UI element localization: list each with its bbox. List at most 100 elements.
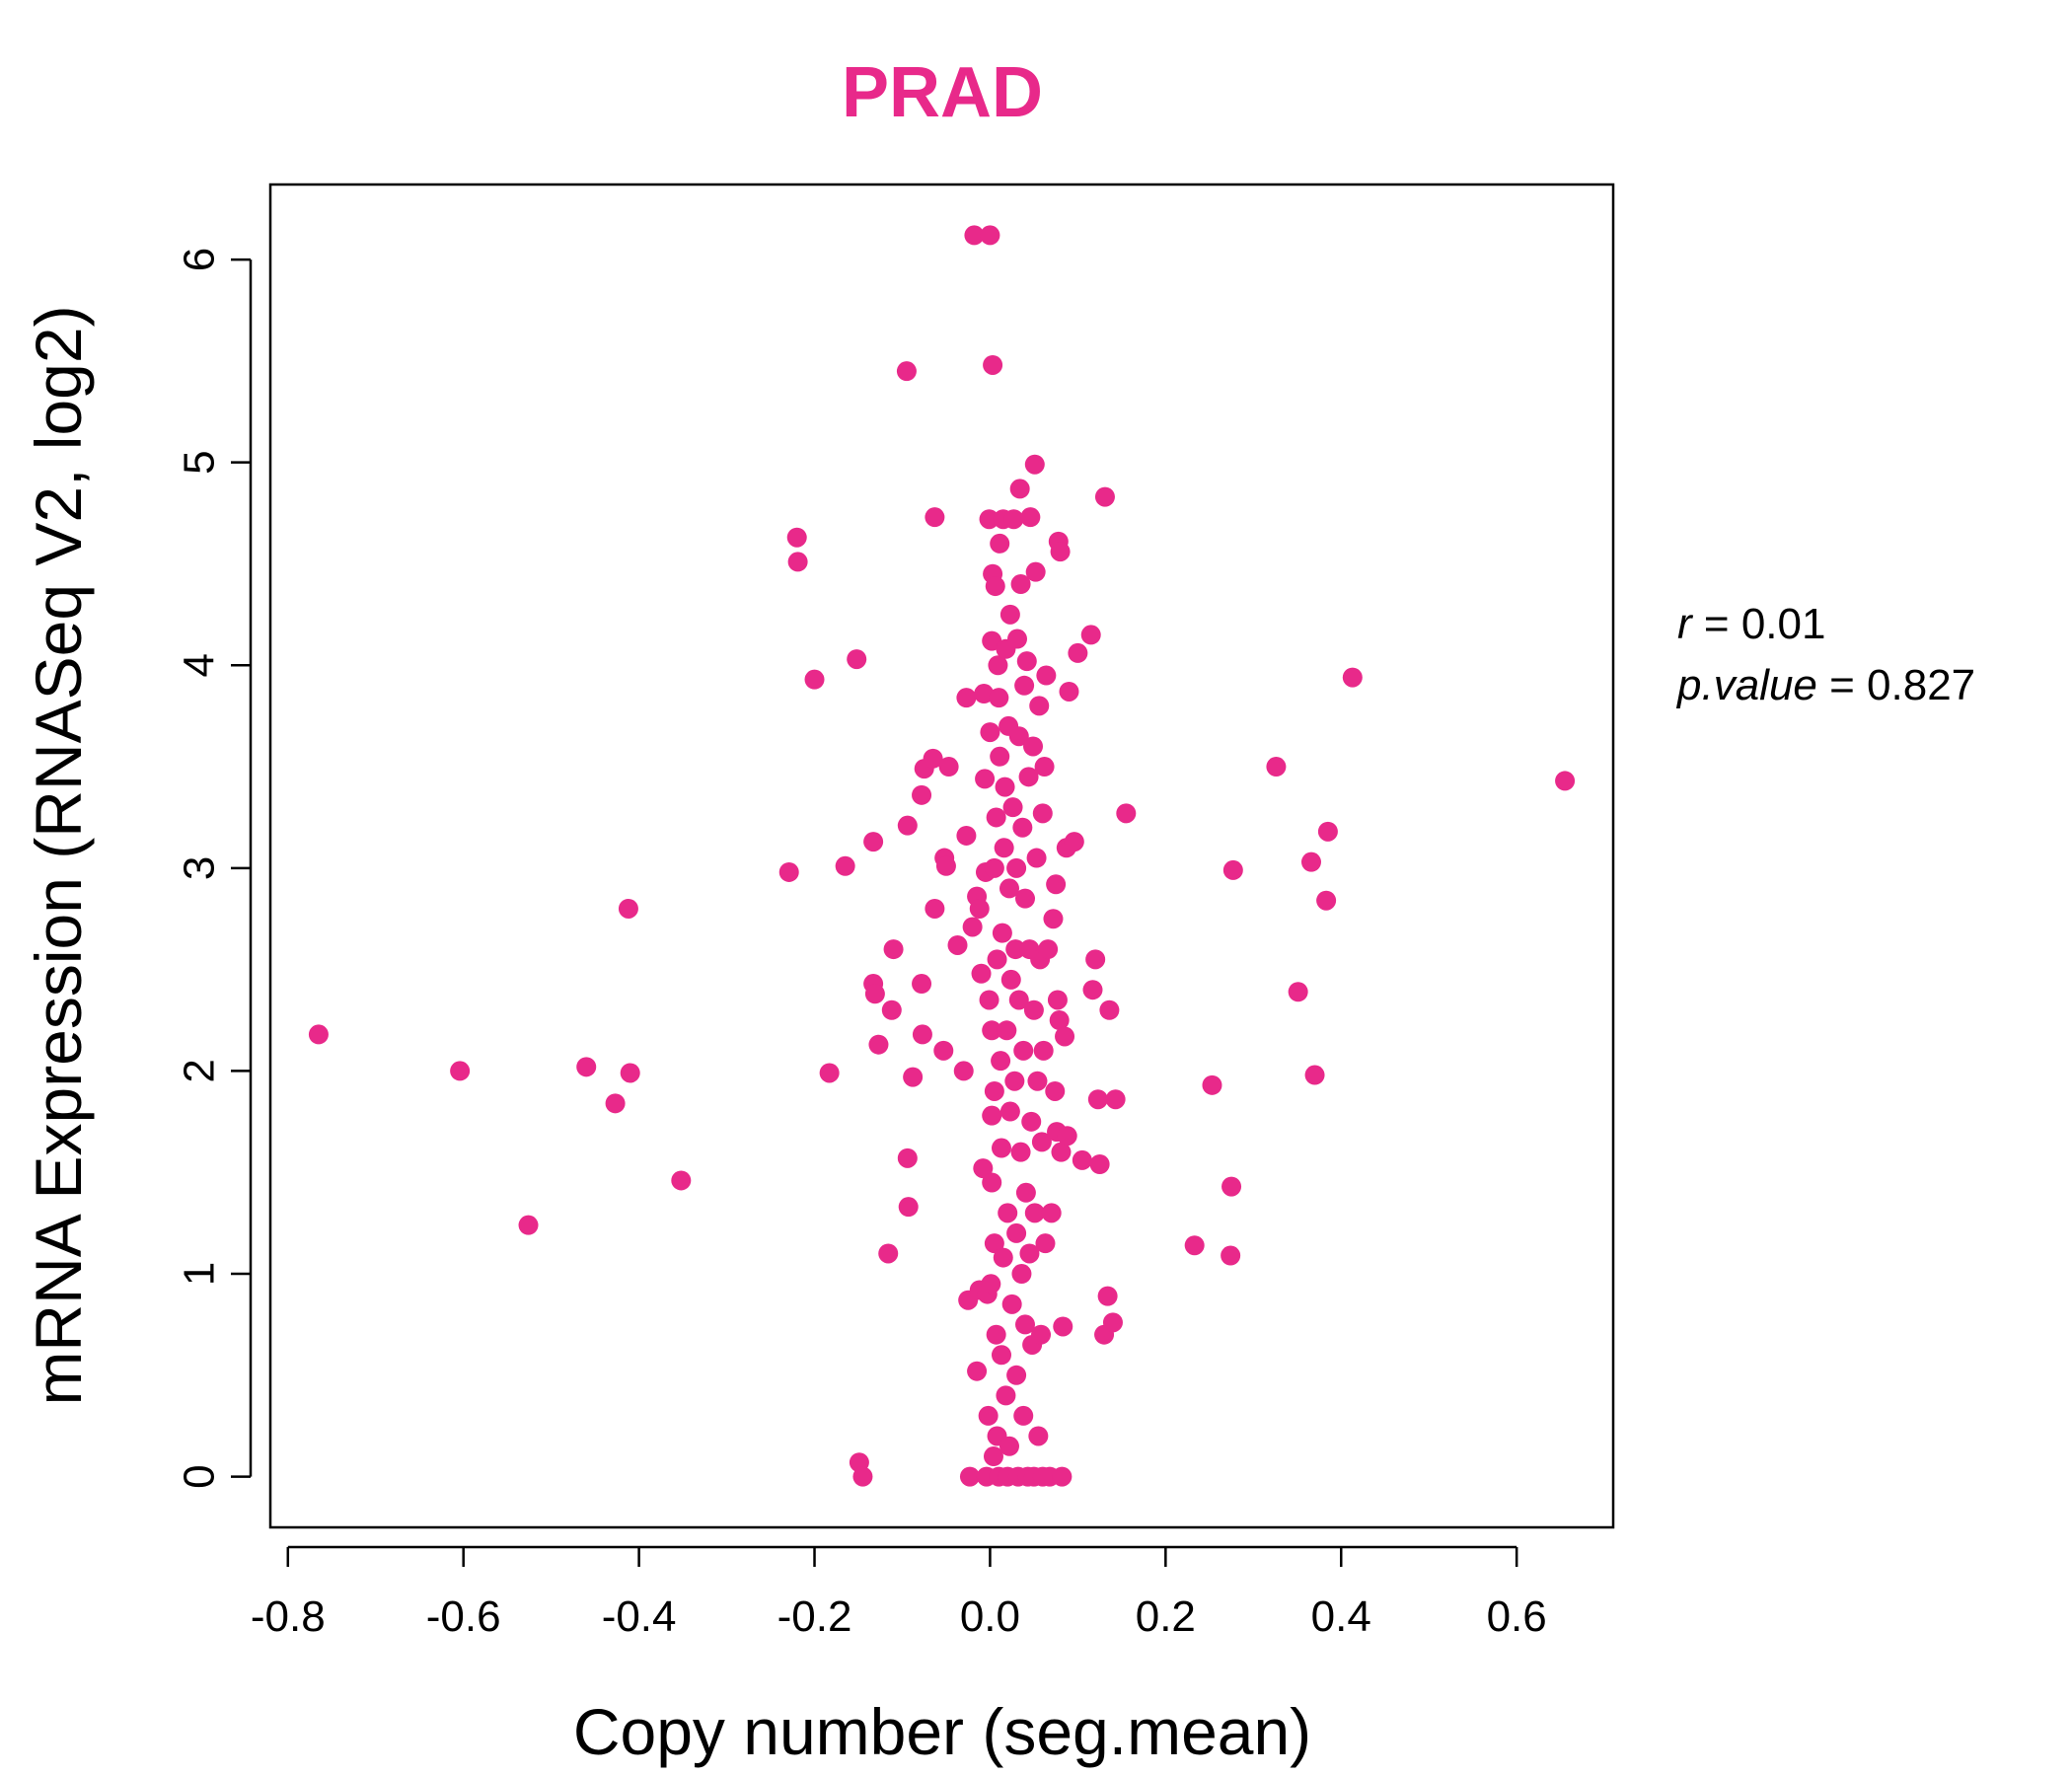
data-point <box>984 857 1004 878</box>
data-point <box>1266 757 1287 777</box>
data-point <box>778 861 799 882</box>
data-point <box>1041 1203 1062 1223</box>
data-point <box>1288 982 1308 1002</box>
data-point <box>1202 1074 1222 1095</box>
p-label: p.value <box>1677 661 1817 709</box>
data-point <box>1094 486 1115 507</box>
data-point <box>979 990 999 1010</box>
plot-frame <box>268 183 1615 1529</box>
data-point <box>897 815 918 836</box>
data-point <box>1024 454 1045 475</box>
data-point <box>1006 1222 1027 1243</box>
y-tick-label: 3 <box>176 856 224 880</box>
data-point <box>1035 1233 1056 1254</box>
data-point <box>1053 1316 1073 1337</box>
data-point <box>925 898 945 919</box>
data-point <box>983 1446 1003 1467</box>
data-point <box>973 1158 994 1179</box>
x-tick-label: -0.6 <box>426 1592 501 1641</box>
data-point <box>1221 1176 1242 1197</box>
data-point <box>618 898 638 919</box>
data-point <box>1006 1365 1027 1385</box>
data-point <box>994 838 1014 858</box>
data-point <box>903 1067 924 1087</box>
p-value: 0.827 <box>1867 661 1976 709</box>
x-tick-label: -0.2 <box>777 1592 852 1641</box>
x-tick-label: 0.2 <box>1136 1592 1196 1641</box>
y-tick-label: 1 <box>176 1262 224 1286</box>
data-point <box>975 769 996 789</box>
data-point <box>1009 479 1030 499</box>
data-point <box>987 949 1007 970</box>
data-point <box>1080 625 1101 645</box>
data-point <box>956 825 977 846</box>
data-point <box>997 1020 1017 1041</box>
data-point <box>986 807 1006 828</box>
data-point <box>450 1061 471 1081</box>
data-point <box>1001 1294 1022 1314</box>
x-axis-label: Copy number (seg.mean) <box>573 1695 1311 1768</box>
data-point <box>308 1024 329 1045</box>
data-point <box>993 1247 1013 1268</box>
pvalue-annotation: p.value = 0.827 <box>1677 661 1976 709</box>
y-tick-label: 5 <box>176 450 224 474</box>
data-point <box>786 527 807 548</box>
data-point <box>881 999 902 1020</box>
data-point <box>999 604 1020 625</box>
data-point <box>518 1215 539 1235</box>
data-point <box>1047 990 1068 1010</box>
x-tick-label: 0.6 <box>1487 1592 1547 1641</box>
data-point <box>1043 909 1064 929</box>
data-point <box>1055 1026 1075 1047</box>
data-point <box>1002 797 1023 818</box>
data-point <box>1026 848 1047 868</box>
data-point <box>864 984 885 1004</box>
data-point <box>1031 1324 1052 1345</box>
data-point <box>1057 1126 1077 1147</box>
data-point <box>1087 1089 1108 1110</box>
data-point <box>912 1024 932 1045</box>
data-point <box>988 655 1008 676</box>
y-tick-label: 2 <box>176 1059 224 1082</box>
data-point <box>1300 851 1321 872</box>
data-point <box>1011 1264 1032 1285</box>
data-point <box>1015 1314 1036 1335</box>
data-point <box>1034 757 1055 777</box>
data-point <box>923 748 943 769</box>
data-point <box>983 354 1003 375</box>
data-point <box>999 878 1019 899</box>
y-tick-label: 6 <box>176 248 224 271</box>
data-point <box>992 923 1012 943</box>
data-point <box>990 746 1010 767</box>
data-point <box>999 1436 1019 1456</box>
data-point <box>1025 561 1046 582</box>
data-point <box>969 898 990 919</box>
data-point <box>868 1034 889 1055</box>
data-point <box>982 1020 1002 1041</box>
data-point <box>1010 1142 1031 1162</box>
data-point <box>995 777 1015 797</box>
data-point <box>1003 509 1024 530</box>
data-point <box>1222 859 1243 880</box>
data-point <box>1010 574 1031 595</box>
data-point <box>1555 771 1576 791</box>
data-point <box>1105 1089 1126 1110</box>
y-tick-label: 4 <box>176 653 224 677</box>
data-point <box>1036 665 1057 686</box>
data-point <box>1033 1040 1054 1061</box>
data-point <box>1000 969 1021 990</box>
data-point <box>1019 1243 1040 1264</box>
data-point <box>1102 1312 1123 1333</box>
r-label: r <box>1677 600 1692 648</box>
data-point <box>1082 980 1103 1000</box>
data-point <box>1023 999 1044 1020</box>
data-point <box>974 684 995 704</box>
data-point <box>819 1063 840 1083</box>
data-point <box>1024 1203 1045 1223</box>
x-tick-label: 0.4 <box>1311 1592 1371 1641</box>
data-point <box>1028 1426 1049 1446</box>
data-point <box>1317 821 1338 842</box>
data-point <box>1014 675 1035 696</box>
y-axis-label: mRNA Expression (RNASeq V2, log2) <box>22 305 95 1405</box>
data-point <box>1018 767 1039 787</box>
